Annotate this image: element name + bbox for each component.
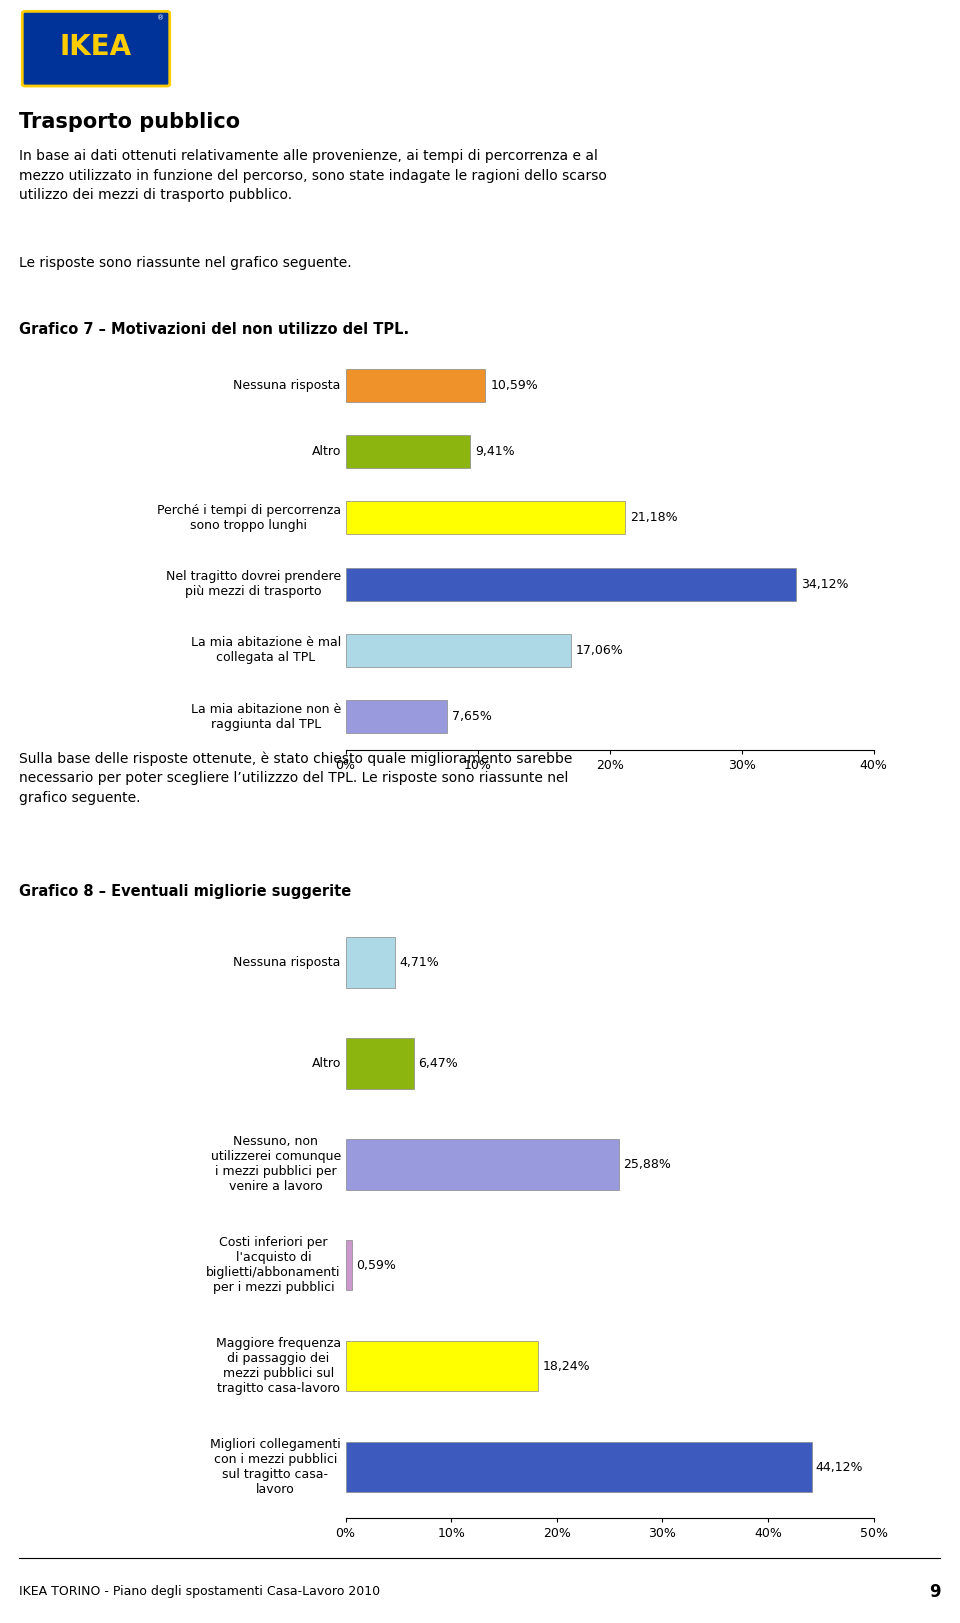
Bar [346,700,446,734]
Text: Maggiore frequenza
di passaggio dei
mezzi pubblici sul
tragitto casa-lavoro: Maggiore frequenza di passaggio dei mezz… [216,1337,341,1396]
Text: Costi inferiori per
l'acquisto di
biglietti/abbonamenti
per i mezzi pubblici: Costi inferiori per l'acquisto di biglie… [206,1237,341,1294]
Text: Grafico 8 – Eventuali migliorie suggerite: Grafico 8 – Eventuali migliorie suggerit… [19,883,351,899]
Bar [346,1139,619,1190]
Text: 6,47%: 6,47% [419,1057,458,1070]
Bar [346,435,469,467]
Bar [346,1341,539,1391]
Text: 17,06%: 17,06% [576,644,624,657]
Text: ®: ® [156,15,164,21]
Text: Altro: Altro [311,1057,341,1070]
Text: Le risposte sono riassunte nel grafico seguente.: Le risposte sono riassunte nel grafico s… [19,256,351,271]
Text: 4,71%: 4,71% [399,956,440,969]
Text: Trasporto pubblico: Trasporto pubblico [19,112,240,131]
Text: 7,65%: 7,65% [452,711,492,724]
Text: La mia abitazione è mal
collegata al TPL: La mia abitazione è mal collegata al TPL [190,636,341,664]
Text: Migliori collegamenti
con i mezzi pubblici
sul tragitto casa-
lavoro: Migliori collegamenti con i mezzi pubbli… [210,1438,341,1496]
Bar [346,1441,811,1492]
Text: Nessuna risposta: Nessuna risposta [233,956,341,969]
FancyBboxPatch shape [22,11,170,86]
Text: 44,12%: 44,12% [816,1461,863,1474]
Text: IKEA TORINO - Piano degli spostamenti Casa-Lavoro 2010: IKEA TORINO - Piano degli spostamenti Ca… [19,1586,380,1599]
Bar [346,368,486,403]
Text: Nessuna risposta: Nessuna risposta [233,378,341,391]
Bar [346,635,571,667]
Text: Grafico 7 – Motivazioni del non utilizzo del TPL.: Grafico 7 – Motivazioni del non utilizzo… [19,321,409,338]
Text: In base ai dati ottenuti relativamente alle provenienze, ai tempi di percorrenza: In base ai dati ottenuti relativamente a… [19,149,607,203]
Text: La mia abitazione non è
raggiunta dal TPL: La mia abitazione non è raggiunta dal TP… [190,703,341,730]
Text: 21,18%: 21,18% [631,511,678,524]
Text: 9: 9 [929,1582,941,1600]
Text: Nel tragitto dovrei prendere
più mezzi di trasporto: Nel tragitto dovrei prendere più mezzi d… [166,570,341,599]
Bar [346,938,396,988]
Text: 34,12%: 34,12% [802,578,849,591]
Text: IKEA: IKEA [60,32,132,62]
Text: 9,41%: 9,41% [475,445,515,458]
Bar [346,568,796,601]
Bar [346,1240,351,1290]
Text: 10,59%: 10,59% [491,378,539,391]
Text: Perché i tempi di percorrenza
sono troppo lunghi: Perché i tempi di percorrenza sono tropp… [156,503,341,532]
Text: 25,88%: 25,88% [623,1157,671,1170]
Text: Sulla base delle risposte ottenute, è stato chiesto quale miglioramento sarebbe
: Sulla base delle risposte ottenute, è st… [19,751,572,805]
Text: 0,59%: 0,59% [356,1259,396,1272]
Text: 18,24%: 18,24% [542,1360,590,1373]
Text: Altro: Altro [311,445,341,458]
Text: Nessuno, non
utilizzerei comunque
i mezzi pubblici per
venire a lavoro: Nessuno, non utilizzerei comunque i mezz… [210,1136,341,1193]
Bar [346,502,625,534]
Bar [346,1039,414,1089]
